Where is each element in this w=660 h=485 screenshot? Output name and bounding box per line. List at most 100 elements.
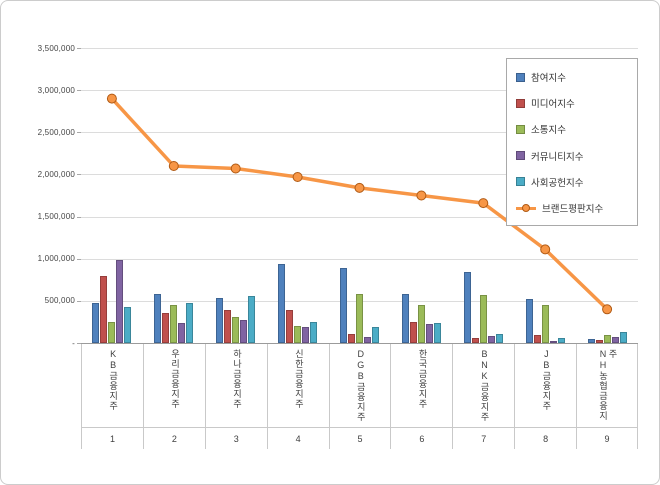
category-label: JB금융지주 xyxy=(541,349,552,411)
legend-line-marker-icon xyxy=(516,203,536,213)
legend-label: 미디어지수 xyxy=(531,99,575,111)
y-axis-tick xyxy=(77,174,81,176)
bar-4-cat-4 xyxy=(310,321,318,343)
bar-2-cat-6 xyxy=(417,305,425,343)
category-cell-3: 하나금융지주 xyxy=(204,344,267,427)
trend-line-layer xyxy=(106,93,613,315)
bar-1-cat-8 xyxy=(533,335,541,343)
bar-1-cat-2 xyxy=(162,312,170,343)
legend-swatch-icon xyxy=(516,177,525,187)
legend-swatch-icon xyxy=(516,151,525,161)
category-label: NH농협금융지주 xyxy=(598,349,618,421)
bar-2-cat-8 xyxy=(541,305,549,343)
bar-0-cat-4 xyxy=(278,263,286,343)
gridline xyxy=(81,90,638,92)
trend-point-3 xyxy=(230,163,241,174)
legend-swatch-icon xyxy=(516,72,525,82)
bar-3-cat-1 xyxy=(116,260,124,343)
bar-0-cat-2 xyxy=(154,294,162,343)
y-axis-tick-label: 2,000,000 xyxy=(37,169,75,179)
bar-1-cat-1 xyxy=(100,275,108,343)
legend-swatch-icon xyxy=(516,124,525,134)
bar-4-cat-6 xyxy=(433,322,441,343)
y-axis-tick xyxy=(77,343,81,344)
bar-1-cat-6 xyxy=(409,321,417,343)
bar-3-cat-3 xyxy=(240,320,248,343)
bar-3-cat-2 xyxy=(178,322,186,343)
category-label: 하나금융지주 xyxy=(231,349,242,409)
legend-swatch-icon xyxy=(516,98,525,108)
category-label: 한국금융지주 xyxy=(417,349,428,409)
category-number-9: 9 xyxy=(576,428,638,449)
trend-point-1 xyxy=(106,93,117,104)
y-axis-tick-label: 500,000 xyxy=(44,296,75,306)
legend-item-3: 커뮤니티지수 xyxy=(516,143,633,169)
category-number-1: 1 xyxy=(81,428,143,449)
legend-label: 브랜드평판지수 xyxy=(542,204,604,216)
legend-item-0: 참여지수 xyxy=(516,64,633,90)
bar-4-cat-9 xyxy=(619,332,627,343)
x-axis: KB금융지주 우리금융지주 하나금융지주 신한금융지주 DGB금융지주 한국금융지주 BNK… xyxy=(81,343,638,449)
legend-label: 참여지수 xyxy=(531,73,566,85)
y-axis-tick-label: 3,500,000 xyxy=(37,43,75,53)
category-cell-5: DGB금융지주 xyxy=(328,344,391,427)
category-label: BNK금융지주 xyxy=(479,349,490,422)
bar-0-cat-8 xyxy=(525,299,533,343)
bar-2-cat-9 xyxy=(603,335,611,343)
category-number-2: 2 xyxy=(142,428,205,449)
trend-point-5 xyxy=(354,182,365,193)
category-cell-9: NH농협금융지주 xyxy=(576,344,638,427)
category-number-5: 5 xyxy=(328,428,391,449)
legend-item-2: 소통지수 xyxy=(516,116,633,142)
legend-label: 소통지수 xyxy=(531,125,566,137)
bar-1-cat-3 xyxy=(224,310,232,343)
bar-1-cat-9 xyxy=(595,339,603,343)
y-axis-tick xyxy=(77,300,81,302)
bar-2-cat-1 xyxy=(108,321,116,343)
legend-label: 사회공헌지수 xyxy=(531,177,584,189)
bar-4-cat-7 xyxy=(495,333,503,343)
bar-3-cat-8 xyxy=(549,341,557,344)
legend-line-dot xyxy=(522,203,530,212)
category-cell-8: JB금융지주 xyxy=(514,344,576,427)
gridline xyxy=(81,48,638,49)
bar-1-cat-4 xyxy=(286,310,294,343)
bar-0-cat-7 xyxy=(463,272,471,343)
legend-item-5: 브랜드평판지수 xyxy=(516,195,633,221)
y-axis-tick-label: 1,000,000 xyxy=(37,254,75,264)
bar-0-cat-6 xyxy=(401,294,409,343)
category-number-8: 8 xyxy=(514,428,576,449)
bar-2-cat-5 xyxy=(356,294,363,343)
trend-point-8 xyxy=(540,244,551,255)
y-axis-tick xyxy=(77,48,81,49)
bar-3-cat-9 xyxy=(611,337,619,343)
gridline xyxy=(81,216,638,218)
bar-2-cat-7 xyxy=(479,295,487,343)
bar-0-cat-9 xyxy=(587,338,595,343)
y-axis-tick xyxy=(77,132,81,134)
trend-point-6 xyxy=(416,190,427,201)
bar-1-cat-7 xyxy=(471,337,479,343)
y-axis-tick-label: 2,500,000 xyxy=(37,127,75,137)
category-label: DGB금융지주 xyxy=(355,349,366,422)
bar-2-cat-3 xyxy=(232,316,240,343)
gridline xyxy=(81,132,638,134)
legend-item-4: 사회공헌지수 xyxy=(516,169,633,195)
trend-point-9 xyxy=(602,304,613,315)
bar-3-cat-7 xyxy=(487,336,495,343)
bar-3-cat-5 xyxy=(364,337,371,343)
bar-3-cat-4 xyxy=(302,327,310,343)
bar-0-cat-1 xyxy=(92,303,100,343)
category-cell-7: BNK금융지주 xyxy=(452,344,514,427)
bar-4-cat-8 xyxy=(557,337,565,343)
gridline xyxy=(81,174,638,176)
category-cell-4: 신한금융지주 xyxy=(266,344,329,427)
category-cell-2: 우리금융지주 xyxy=(142,344,205,427)
y-axis-tick xyxy=(77,90,81,92)
category-cell-6: 한국금융지주 xyxy=(390,344,452,427)
y-axis-tick xyxy=(77,258,81,260)
gridline xyxy=(81,258,638,260)
